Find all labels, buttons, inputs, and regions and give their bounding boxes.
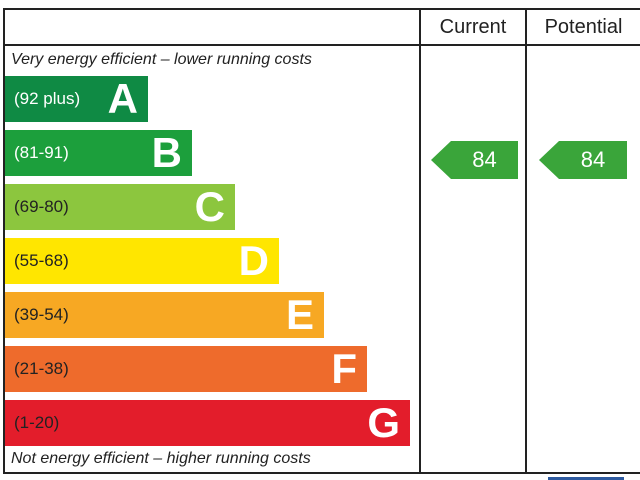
band-g: (1-20) G [5, 400, 410, 446]
current-column-header: Current [439, 15, 507, 38]
potential-column-header: Potential [544, 15, 623, 38]
band-e-range: (39-54) [14, 305, 69, 324]
header-rule-left [3, 44, 420, 46]
header-rule-right [420, 44, 640, 46]
band-c-range: (69-80) [14, 197, 69, 216]
current-rating-badge: 84 [431, 141, 518, 179]
band-d-range: (55-68) [14, 251, 69, 270]
band-g-range: (1-20) [14, 413, 60, 432]
band-d: (55-68) D [5, 238, 279, 284]
potential-rating-badge: 84 [539, 141, 627, 179]
band-b: (81-91) B [5, 130, 192, 176]
band-f: (21-38) F [5, 346, 367, 392]
divider-current-potential [525, 8, 527, 474]
divider-chart-current [419, 8, 421, 474]
band-d-letter: D [238, 237, 269, 284]
band-f-letter: F [331, 345, 357, 392]
current-arrow-shape [431, 141, 518, 179]
band-c: (69-80) C [5, 184, 235, 230]
band-a-letter: A [107, 75, 138, 122]
epc-frame [3, 8, 640, 474]
band-e: (39-54) E [5, 292, 324, 338]
current-rating-value: 84 [472, 147, 497, 172]
band-f-range: (21-38) [14, 359, 69, 378]
band-b-range: (81-91) [14, 143, 69, 162]
band-g-letter: G [367, 399, 400, 446]
top-caption: Very energy efficient – lower running co… [11, 51, 312, 68]
band-c-letter: C [194, 183, 225, 230]
band-e-letter: E [285, 291, 314, 338]
bottom-caption: Not energy efficient – higher running co… [11, 450, 311, 467]
band-b-letter: B [151, 129, 182, 176]
potential-arrow-shape [539, 141, 627, 179]
band-a: (92 plus) A [5, 76, 148, 122]
potential-rating-value: 84 [580, 147, 606, 172]
bottom-tab-edge [548, 477, 624, 480]
band-a-range: (92 plus) [14, 89, 81, 108]
